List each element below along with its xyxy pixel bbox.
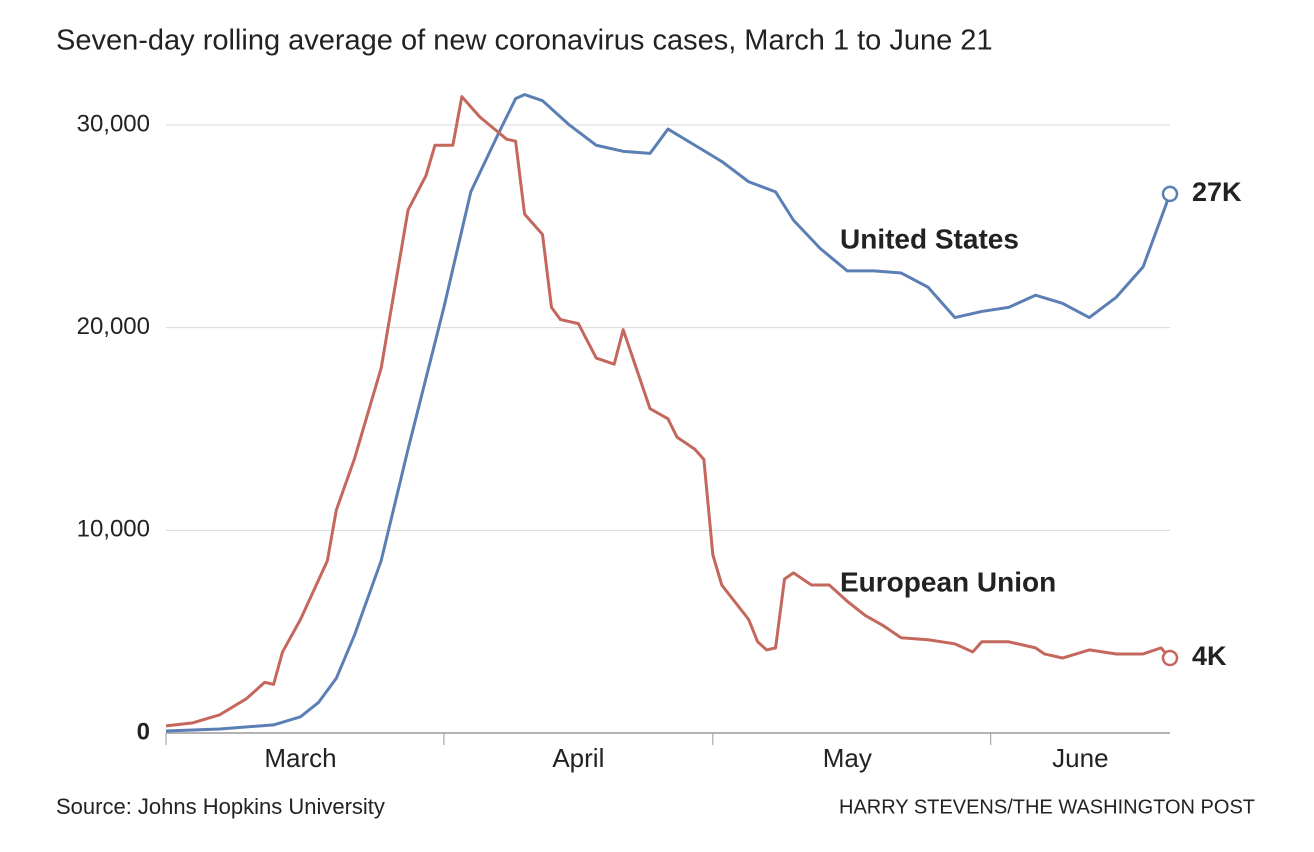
y-tick-label: 20,000	[77, 313, 150, 340]
line	[165, 93, 1172, 733]
end-label: 27K	[1192, 177, 1242, 207]
x-tick-label: May	[823, 743, 872, 773]
y-tick-label: 0	[137, 718, 150, 745]
source: Source: Johns Hopkins University	[56, 794, 385, 819]
end-label: 4K	[1192, 641, 1227, 671]
y-tick-label: 30,000	[77, 110, 150, 137]
end-point	[1161, 649, 1179, 667]
y-tick-label: 10,000	[77, 516, 150, 543]
x-tick-label: June	[1052, 743, 1108, 773]
x-tick-label: March	[264, 743, 336, 773]
credit: HARRY STEVENS/THE WASHINGTON POST	[839, 796, 1255, 818]
series-label: United States	[840, 223, 1019, 254]
x-tick-label: April	[552, 743, 604, 773]
end-point	[1161, 185, 1179, 203]
chart-title: Seven-day rolling average of new coronav…	[56, 25, 993, 57]
series-label: European Union	[840, 566, 1056, 597]
line	[165, 95, 1172, 728]
